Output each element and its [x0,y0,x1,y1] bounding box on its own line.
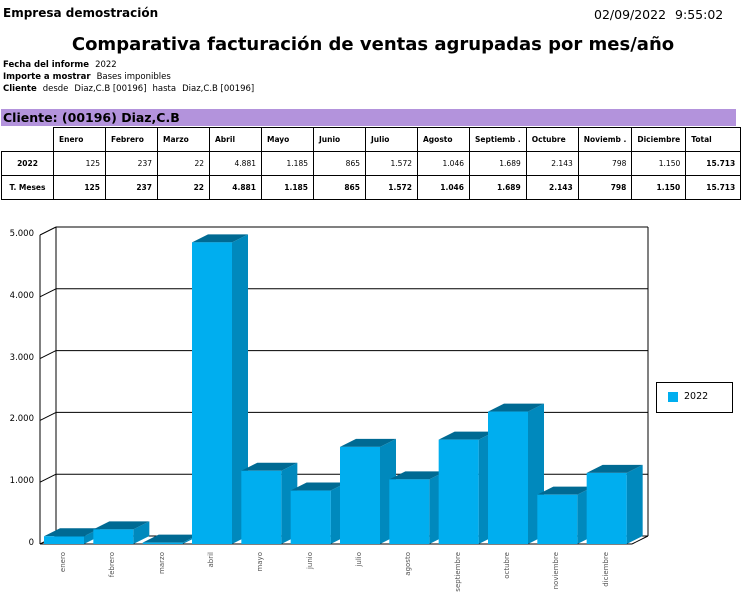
x-tick-label: noviembre [552,552,561,590]
table-cell: 125 [53,175,106,200]
report-time: 9:55:02 [675,7,724,22]
table-cell: 1.689 [469,151,527,176]
bar-chart: 0 1.000 2.000 3.000 4.000 5.000 enero febrero m… [0,215,746,592]
meta-cliente-to: Diaz,C.B [00196] [182,84,255,94]
report-datetime: 02/09/2022 9:55:02 [594,7,723,22]
table-header: Septiemb . [469,127,527,152]
meta-cliente-label: Cliente [3,84,37,94]
x-tick-label: junio [305,552,314,570]
table-cell: 798 [577,175,633,200]
meta-fecha: Fecha del informe 2022 [3,60,117,70]
x-tick-label: mayo [256,552,265,572]
legend-label: 2022 [684,391,709,402]
table-cell: 1.185 [261,151,314,176]
y-tick-label: 2.000 [9,414,34,425]
table-cell: 1.046 [417,151,470,176]
chart-legend: 2022 [656,382,733,413]
meta-fecha-value: 2022 [95,60,117,70]
table-cell-total: 15.713 [685,151,742,176]
table-corner [1,127,54,152]
table-cell: 798 [577,151,633,176]
table-cell: 865 [313,151,366,176]
table-header: Junio [313,127,366,152]
table-cell: 1.150 [631,175,687,200]
table-cell: 1.046 [417,175,470,200]
y-tick-label: 5.000 [9,229,34,239]
table-cell: 1.689 [469,175,527,200]
chart-canvas [39,226,649,545]
table-cell: 22 [157,151,210,176]
table-cell: 4.881 [209,175,262,200]
meta-cliente: Cliente desde Diaz,C.B [00196] hasta Diaz,C.… [3,84,254,94]
y-tick-label: 4.000 [9,290,34,301]
y-tick-label: 3.000 [9,352,34,363]
client-header-bar: Cliente: (00196) Diaz,C.B [1,109,736,126]
table-header: Febrero [105,127,158,152]
y-tick-label: 1.000 [9,476,34,487]
x-tick-label: octubre [503,552,511,579]
table-header: Mayo [261,127,314,152]
table-header: Marzo [157,127,210,152]
table-cell: 1.185 [261,175,314,200]
meta-fecha-label: Fecha del informe [3,60,90,70]
table-header: Enero [53,127,106,152]
table-header: Julio [365,127,418,152]
meta-cliente-hasta: hasta [152,84,177,94]
table-cell: 22 [157,175,210,200]
table-cell: 237 [105,175,158,200]
table-cell: 2.143 [525,175,579,200]
meta-cliente-from: Diaz,C.B [00196] [74,84,147,94]
report-date: 02/09/2022 [594,7,667,22]
table-header: Abril [209,127,262,152]
table-header: Octubre [525,127,579,152]
table-row: 2022 125 237 22 4.881 1.185 865 1.572 1.… [1,151,742,176]
table-cell: 2.143 [525,151,579,176]
table-cell: 1.150 [631,151,687,176]
table-header-row: Enero Febrero Marzo Abril Mayo Junio Jul… [1,127,742,152]
report-title: Comparativa facturación de ventas agrupa… [71,34,675,55]
monthly-table: Enero Febrero Marzo Abril Mayo Junio Jul… [1,127,742,200]
table-header: Agosto [417,127,470,152]
table-cell: 865 [313,175,366,200]
x-tick-label: abril [207,552,215,568]
table-cell: 125 [53,151,106,176]
x-tick-label: diciembre [601,552,610,587]
table-header: Diciembre [631,127,687,152]
company-name: Empresa demostración [3,6,159,20]
table-header: Noviemb . [577,127,633,152]
table-cell: 237 [105,151,158,176]
row-label: 2022 [1,151,54,176]
x-tick-label: enero [59,552,67,573]
meta-importe-label: Importe a mostrar [3,72,91,82]
meta-importe: Importe a mostrar Bases imponibles [3,72,171,82]
table-header: Total [685,127,742,152]
x-tick-label: septiembre [453,552,462,592]
x-tick-label: marzo [157,552,166,574]
y-tick-label: 0 [28,538,34,548]
legend-swatch [668,392,678,402]
table-cell: 4.881 [209,151,262,176]
meta-cliente-desde: desde [42,84,69,94]
x-tick-label: julio [355,552,363,567]
table-cell: 1.572 [365,151,418,176]
meta-importe-value: Bases imponibles [96,72,171,82]
table-cell-total: 15.713 [685,175,742,200]
x-tick-label: agosto [404,552,413,576]
row-label: T. Meses [1,175,54,200]
table-cell: 1.572 [365,175,418,200]
table-row-total: T. Meses 125 237 22 4.881 1.185 865 1.57… [1,175,742,200]
x-tick-label: febrero [108,552,117,578]
